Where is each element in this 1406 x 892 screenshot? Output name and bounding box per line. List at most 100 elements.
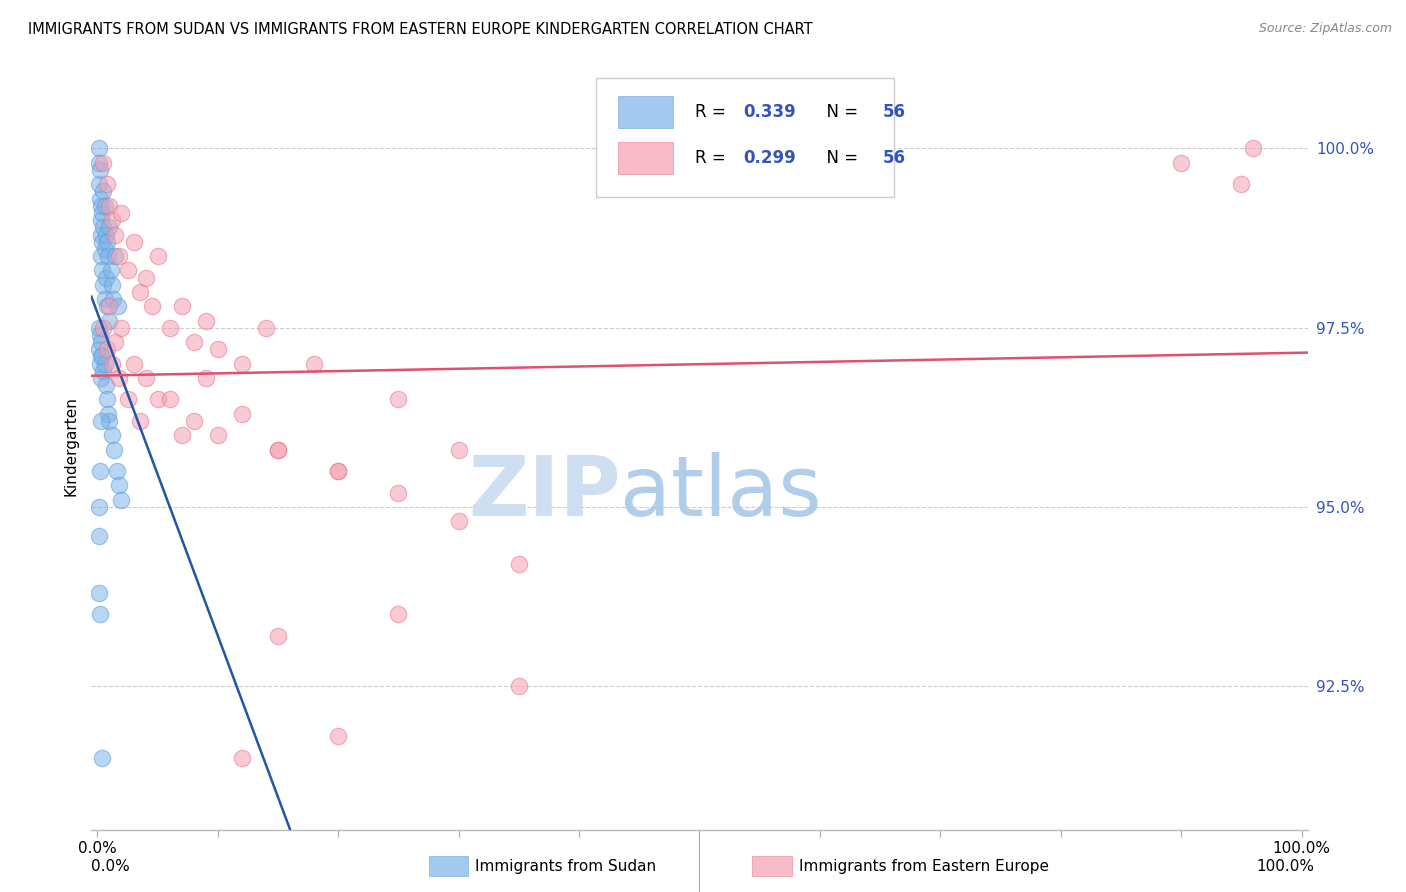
Text: 0.0%: 0.0%	[91, 859, 131, 873]
Point	[447, 514, 470, 528]
Point	[89, 192, 111, 206]
Point	[141, 299, 163, 313]
Point	[96, 392, 118, 407]
Point	[104, 249, 127, 263]
Text: Immigrants from Eastern Europe: Immigrants from Eastern Europe	[799, 859, 1049, 873]
Point	[93, 357, 115, 371]
Point	[89, 464, 111, 478]
Point	[170, 299, 193, 313]
Point	[90, 350, 112, 364]
Point	[87, 178, 110, 192]
Point	[98, 414, 121, 428]
Text: R =: R =	[695, 149, 731, 168]
Point	[104, 334, 127, 349]
Point	[90, 371, 112, 385]
Point	[207, 342, 229, 356]
Point	[146, 249, 169, 263]
Text: 0.339: 0.339	[744, 103, 796, 121]
FancyBboxPatch shape	[619, 96, 672, 128]
Point	[387, 485, 409, 500]
Point	[110, 320, 132, 334]
Point	[170, 428, 193, 442]
Point	[328, 464, 350, 478]
Point	[267, 442, 290, 457]
Point	[90, 199, 112, 213]
Point	[93, 242, 115, 256]
FancyBboxPatch shape	[619, 142, 672, 175]
Point	[231, 357, 253, 371]
FancyBboxPatch shape	[596, 78, 894, 197]
Point	[267, 442, 290, 457]
Point	[108, 371, 131, 385]
Point	[87, 141, 110, 155]
Point	[100, 263, 122, 277]
Point	[110, 492, 132, 507]
Text: ZIP: ZIP	[468, 451, 620, 533]
Point	[91, 206, 114, 220]
Point	[90, 227, 112, 242]
Point	[387, 392, 409, 407]
Point	[101, 277, 124, 292]
Point	[93, 156, 115, 170]
Point	[94, 270, 117, 285]
Point	[87, 500, 110, 514]
Text: 56: 56	[883, 149, 905, 168]
Text: R =: R =	[695, 103, 731, 121]
Point	[90, 213, 112, 227]
Point	[93, 320, 115, 334]
Point	[93, 364, 115, 378]
Point	[96, 178, 118, 192]
Point	[146, 392, 169, 407]
Point	[387, 607, 409, 622]
Point	[107, 299, 129, 313]
Point	[105, 464, 128, 478]
Point	[135, 371, 157, 385]
Point	[302, 357, 325, 371]
Point	[101, 428, 124, 442]
Point	[1170, 156, 1192, 170]
Point	[89, 357, 111, 371]
Point	[101, 357, 124, 371]
Point	[159, 392, 181, 407]
Point	[101, 292, 124, 306]
Point	[94, 227, 117, 242]
Text: Immigrants from Sudan: Immigrants from Sudan	[475, 859, 657, 873]
Point	[447, 442, 470, 457]
Text: Source: ZipAtlas.com: Source: ZipAtlas.com	[1258, 22, 1392, 36]
Point	[267, 629, 290, 643]
Point	[87, 156, 110, 170]
Point	[122, 235, 145, 249]
Point	[117, 263, 139, 277]
Point	[328, 730, 350, 744]
Point	[93, 220, 115, 235]
Point	[98, 299, 121, 313]
Point	[93, 185, 115, 199]
Point	[231, 751, 253, 765]
Point	[183, 334, 205, 349]
Point	[98, 220, 121, 235]
Point	[97, 407, 120, 421]
Point	[508, 679, 530, 693]
Text: N =: N =	[817, 103, 863, 121]
Point	[108, 478, 131, 492]
Point	[90, 334, 112, 349]
Point	[135, 270, 157, 285]
Point	[96, 342, 118, 356]
Point	[91, 263, 114, 277]
Point	[96, 235, 118, 249]
Point	[194, 313, 217, 327]
Point	[117, 392, 139, 407]
Point	[90, 249, 112, 263]
Point	[93, 277, 115, 292]
Point	[91, 235, 114, 249]
Text: atlas: atlas	[620, 451, 823, 533]
Point	[87, 342, 110, 356]
Point	[87, 320, 110, 334]
Point	[183, 414, 205, 428]
Point	[159, 320, 181, 334]
Point	[254, 320, 277, 334]
Point	[89, 607, 111, 622]
Point	[98, 199, 121, 213]
Point	[508, 558, 530, 572]
Point	[108, 249, 131, 263]
